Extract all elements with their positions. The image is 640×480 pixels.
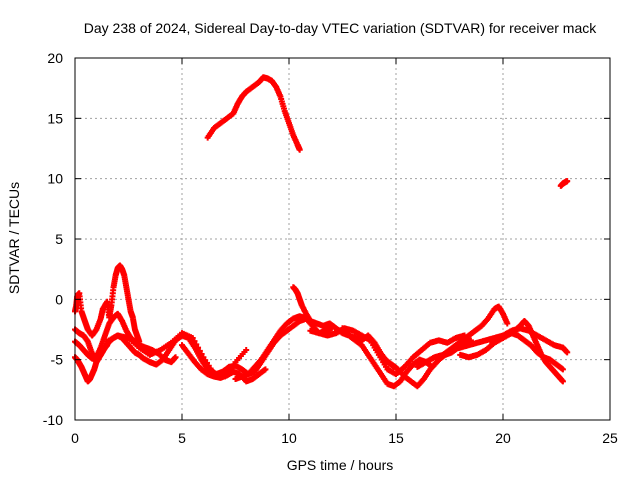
- series-arc-17: [557, 178, 571, 189]
- series-arc-9: [204, 74, 303, 153]
- data-points: [72, 74, 571, 390]
- data-point: [559, 366, 566, 373]
- y-tick-label: 20: [47, 50, 63, 66]
- data-point: [189, 334, 196, 341]
- data-point: [564, 349, 571, 356]
- x-tick-label: 5: [178, 430, 186, 446]
- x-axis-label: GPS time / hours: [287, 457, 394, 473]
- data-point: [564, 178, 571, 185]
- series-arc-16: [489, 330, 566, 373]
- y-tick-label: 15: [47, 110, 63, 126]
- chart-title: Day 238 of 2024, Sidereal Day-to-day VTE…: [84, 20, 597, 36]
- data-point: [191, 338, 198, 345]
- data-point: [504, 320, 511, 327]
- data-point: [196, 347, 203, 354]
- data-point: [198, 351, 205, 358]
- y-tick-label: -5: [51, 352, 64, 368]
- x-tick-label: 15: [388, 430, 404, 446]
- y-tick-label: 5: [55, 231, 63, 247]
- data-point: [559, 378, 566, 385]
- y-tick-label: 0: [55, 291, 63, 307]
- data-point: [195, 344, 202, 351]
- y-tick-label: 10: [47, 171, 63, 187]
- x-tick-label: 0: [71, 430, 79, 446]
- data-point: [243, 347, 250, 354]
- data-point: [296, 146, 303, 153]
- data-point: [172, 354, 179, 361]
- x-tick-label: 20: [495, 430, 511, 446]
- series-arc-11: [307, 325, 468, 378]
- x-tick-label: 10: [281, 430, 297, 446]
- x-tick-label: 25: [602, 430, 618, 446]
- y-axis-label: SDTVAR / TECUs: [6, 182, 22, 294]
- y-tick-label: -10: [43, 412, 63, 428]
- data-point: [262, 366, 269, 373]
- data-point: [193, 341, 200, 348]
- axis-ticks: 0 5 10 15 20 25 -10 -5 0 5 10 15 20: [43, 50, 618, 446]
- series-arc-2: [72, 262, 143, 345]
